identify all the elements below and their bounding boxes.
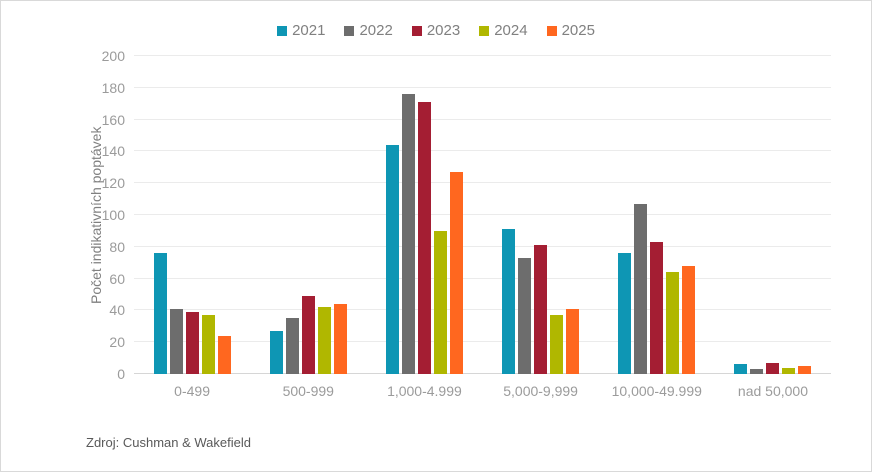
bar-2021 — [269, 331, 283, 374]
bar-2025 — [449, 172, 463, 374]
bar-2022 — [169, 308, 183, 374]
bar-2024 — [201, 315, 215, 374]
gridline — [134, 214, 831, 215]
x-category-label: 10,000-49.999 — [611, 383, 702, 399]
legend-label: 2022 — [359, 22, 393, 39]
plot-area: 0-499 500-999 1,000-4.999 5,000-9,999 10,000… — [102, 49, 831, 399]
gridline — [134, 86, 831, 88]
y-tick-label: 100 — [101, 207, 125, 223]
bar-2021 — [385, 145, 399, 374]
legend-swatch-icon — [411, 25, 422, 36]
gridline — [134, 309, 831, 311]
gridline — [134, 245, 831, 247]
y-tick-label: 0 — [117, 366, 125, 382]
y-tick-label: 200 — [101, 48, 125, 64]
legend-item-2025: 2025 — [546, 22, 595, 39]
bar-2025 — [798, 366, 812, 374]
legend-label: 2024 — [494, 22, 528, 39]
gridline — [134, 55, 831, 56]
bar-group: nad 50,000 — [715, 56, 831, 399]
bar-2022 — [518, 257, 532, 374]
bar-group: 0-499 — [134, 56, 250, 399]
y-tick-label: 140 — [101, 143, 125, 160]
bar-group: 1,000-4.999 — [366, 56, 482, 399]
y-tick-label: 80 — [109, 238, 125, 255]
y-tick-label: 120 — [101, 175, 125, 192]
gridline — [134, 182, 831, 184]
x-category-label: 1,000-4.999 — [387, 383, 462, 399]
bar-2025 — [333, 304, 347, 374]
gridline — [134, 277, 831, 279]
bar-2023 — [650, 242, 664, 374]
bar-groups: 0-499 500-999 1,000-4.999 5,000-9,999 10,000… — [134, 56, 831, 399]
legend-item-2021: 2021 — [277, 22, 325, 39]
bar-2023 — [766, 362, 780, 374]
bar-2023 — [534, 245, 548, 374]
legend-label: 2021 — [292, 22, 326, 39]
bar-2022 — [401, 94, 415, 374]
bar-2022 — [634, 203, 648, 374]
bar-2023 — [417, 102, 431, 374]
bar-2025 — [217, 335, 231, 374]
bar-2022 — [285, 318, 299, 374]
legend-item-2023: 2023 — [411, 22, 461, 39]
source-note: Zdroj: Cushman & Wakefield — [86, 435, 251, 450]
y-tick-label: 160 — [101, 111, 125, 128]
legend-item-2022: 2022 — [344, 22, 393, 39]
bar-2025 — [566, 308, 580, 374]
bar-group: 5,000-9,999 — [483, 56, 599, 399]
legend-label: 2025 — [561, 22, 595, 39]
x-category-label: 500-999 — [282, 383, 334, 399]
bar-2021 — [618, 253, 632, 374]
bar-2021 — [734, 364, 748, 374]
bar-group: 500-999 — [250, 56, 366, 399]
bar-2025 — [682, 265, 696, 374]
x-category-label: 0-499 — [174, 383, 210, 399]
bar-group: 10,000-49.999 — [599, 56, 715, 399]
x-axis-line — [134, 373, 831, 374]
bar-2024 — [317, 307, 331, 374]
y-tick-label: 60 — [109, 270, 125, 287]
bar-2023 — [185, 312, 199, 374]
legend: 2021 2022 2023 2024 2025 — [1, 22, 871, 39]
legend-swatch-icon — [344, 25, 355, 36]
bar-2022 — [750, 369, 764, 374]
gridline — [134, 118, 831, 120]
x-category-label: 5,000-9,999 — [503, 383, 578, 399]
y-tick-label: 180 — [101, 79, 125, 96]
y-tick-label: 40 — [109, 302, 125, 319]
legend-label: 2023 — [426, 22, 461, 39]
legend-item-2024: 2024 — [479, 22, 528, 39]
bar-2021 — [502, 229, 516, 374]
bar-2024 — [550, 315, 564, 374]
legend-swatch-icon — [479, 25, 490, 36]
y-tick-label: 20 — [109, 334, 125, 351]
gridline — [134, 150, 831, 152]
bar-2024 — [433, 230, 447, 374]
legend-swatch-icon — [546, 25, 557, 36]
bar-2021 — [153, 253, 167, 374]
bar-2023 — [301, 296, 315, 374]
gridline — [134, 341, 831, 343]
legend-swatch-icon — [277, 25, 288, 36]
bar-2024 — [782, 367, 796, 374]
bar-2024 — [666, 272, 680, 374]
x-category-label: nad 50,000 — [737, 383, 808, 399]
